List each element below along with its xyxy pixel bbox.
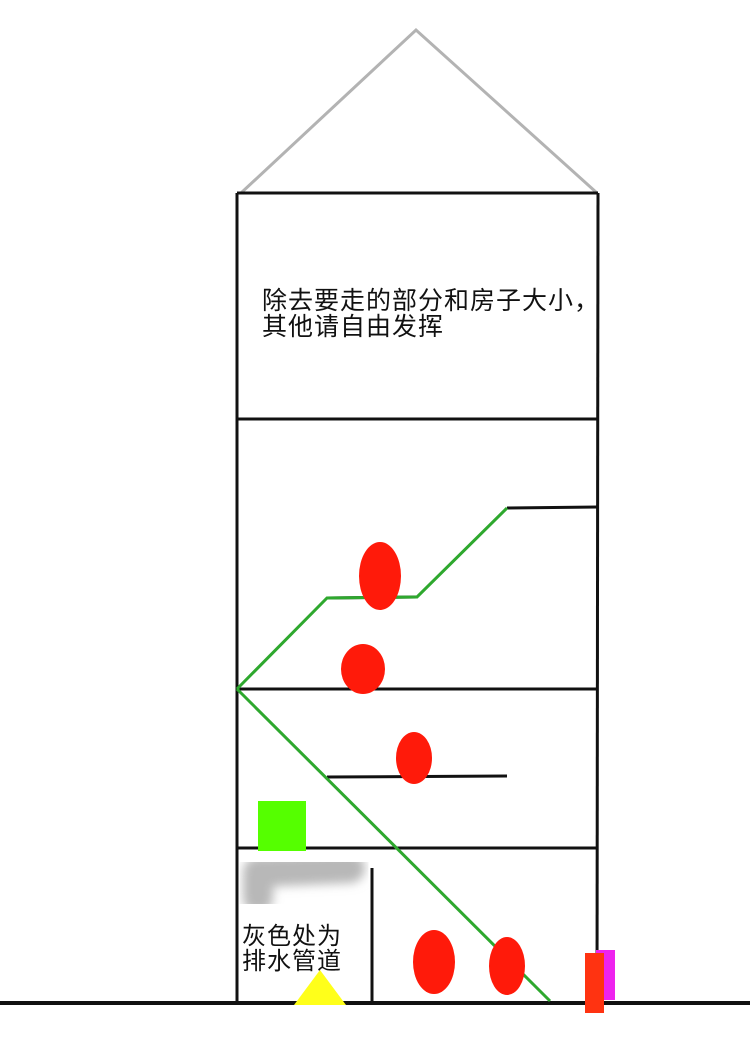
yellow-triangle [294,970,346,1005]
pipe-note: 灰色处为 排水管道 [242,922,342,976]
green-box [258,801,306,851]
exit-door [585,953,604,1013]
red-marker [413,930,455,994]
instruction-line-2: 其他请自由发挥 [262,312,445,342]
instruction-note: 除去要走的部分和房子大小， 其他请自由发挥 [262,286,601,342]
pipe-note-line-2: 排水管道 [242,947,342,976]
red-marker [489,937,525,995]
platform-upper-right [506,505,599,510]
red-marker [359,542,401,610]
drain-pipe [243,853,365,913]
instruction-line-1: 除去要走的部分和房子大小， [262,286,601,315]
right-wall [595,192,600,1004]
roof [239,27,599,195]
red-marker [341,644,385,694]
pipe-note-line-1: 灰色处为 [242,922,342,950]
red-marker [396,732,432,784]
